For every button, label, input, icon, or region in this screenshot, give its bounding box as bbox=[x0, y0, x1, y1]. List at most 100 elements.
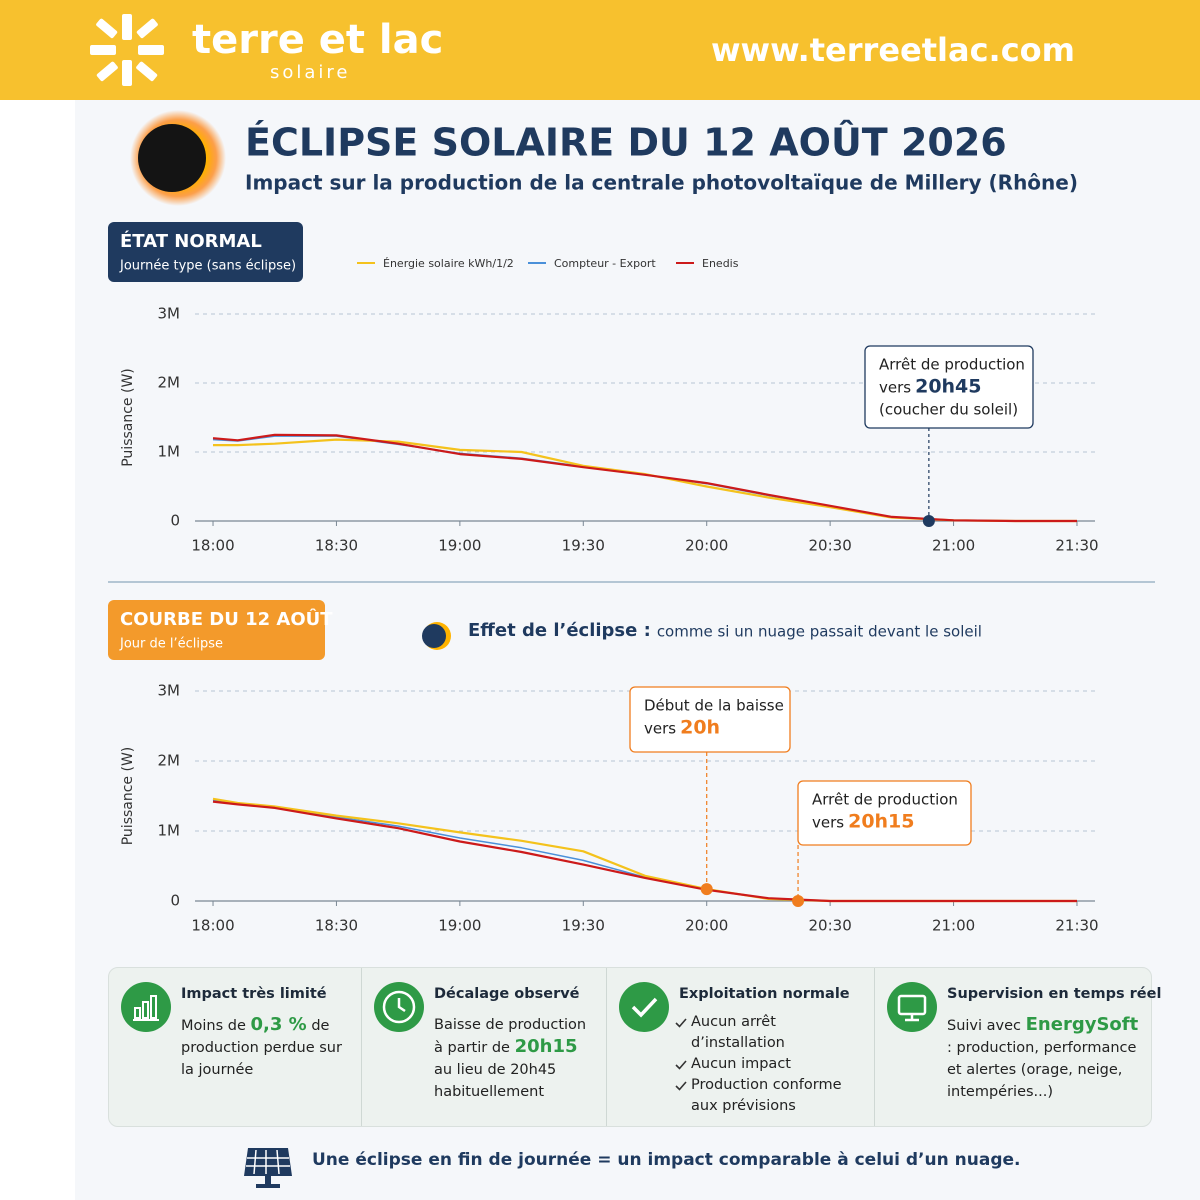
badge-subtitle: Journée type (sans éclipse) bbox=[119, 259, 296, 274]
check-icon bbox=[675, 1018, 687, 1028]
x-tick-label: 21:00 bbox=[932, 917, 975, 935]
title: ÉCLIPSE SOLAIRE DU 12 AOÛT 2026 bbox=[245, 121, 1007, 165]
card-item: Aucun arrêt d’installation bbox=[675, 1012, 869, 1054]
card-text: Aucun arrêt d’installation Aucun impact Pr… bbox=[675, 1012, 869, 1117]
note-label: Effet de l’éclipse : bbox=[468, 620, 651, 641]
check-icon bbox=[675, 1060, 687, 1070]
card-text: Baisse de production à partir de 20h15 a… bbox=[434, 1014, 595, 1103]
y-tick-label: 0 bbox=[170, 512, 180, 530]
url: www.terreetlac.com bbox=[711, 31, 1075, 69]
x-tick-label: 19:30 bbox=[562, 917, 605, 935]
x-tick-label: 21:00 bbox=[932, 537, 975, 555]
x-tick-label: 20:00 bbox=[685, 537, 728, 555]
y-axis-label: Puissance (W) bbox=[120, 368, 136, 467]
card-text-after: : production, performance et alertes (or… bbox=[947, 1040, 1137, 1100]
annotation-title: Arrêt de production bbox=[812, 791, 958, 809]
card-title: Impact très limité bbox=[181, 986, 327, 1002]
note-icon bbox=[422, 624, 446, 648]
y-tick-label: 1M bbox=[158, 822, 181, 840]
card-item: Aucun impact bbox=[675, 1054, 869, 1075]
x-tick-label: 20:30 bbox=[809, 537, 852, 555]
brand: terre et lac bbox=[192, 17, 443, 63]
y-tick-label: 2M bbox=[158, 752, 181, 770]
annotation-title: Arrêt de production bbox=[879, 356, 1025, 374]
card-text-after: de production perdue sur la journée bbox=[181, 1018, 342, 1078]
card-icon bbox=[374, 982, 424, 1032]
card-item: Production conforme aux prévisions bbox=[675, 1075, 869, 1117]
legend-label: Enedis bbox=[702, 257, 739, 270]
badge bbox=[108, 600, 325, 660]
brand-sub: solaire bbox=[270, 62, 351, 83]
card-title: Supervision en temps réel bbox=[947, 986, 1162, 1002]
card: Exploitation normale Aucun arrêt d’instal… bbox=[606, 968, 874, 1126]
series-line bbox=[212, 800, 1077, 903]
series-line bbox=[212, 433, 1077, 523]
card: Supervision en temps réel Suivi avec Ener… bbox=[874, 968, 1161, 1126]
y-tick-label: 3M bbox=[158, 682, 181, 700]
card-highlight: 20h15 bbox=[514, 1036, 578, 1057]
x-tick-label: 18:00 bbox=[191, 917, 234, 935]
check-icon bbox=[675, 1081, 687, 1091]
x-tick-label: 20:00 bbox=[685, 917, 728, 935]
badge-title: COURBE DU 12 AOÛT bbox=[120, 608, 333, 630]
card-icon bbox=[887, 982, 937, 1032]
card-text-after: au lieu de 20h45 habituellement bbox=[434, 1062, 557, 1100]
annotation-marker bbox=[792, 895, 805, 907]
card-highlight: EnergySoft bbox=[1025, 1014, 1139, 1035]
x-tick-label: 18:00 bbox=[191, 537, 234, 555]
x-tick-label: 21:30 bbox=[1055, 917, 1098, 935]
card-title: Décalage observé bbox=[434, 986, 580, 1002]
y-tick-label: 1M bbox=[158, 443, 181, 461]
card-text: Suivi avec EnergySoft : production, perf… bbox=[947, 1014, 1142, 1103]
annotation-marker bbox=[700, 883, 713, 896]
annotation-box bbox=[864, 345, 1034, 429]
y-tick-label: 2M bbox=[158, 374, 181, 392]
annotation-note: (coucher du soleil) bbox=[879, 401, 1018, 419]
badge bbox=[108, 222, 303, 282]
card-icon-glyph bbox=[382, 990, 416, 1024]
annotation-title: Début de la baisse bbox=[644, 697, 784, 715]
annotation-prefix: vers bbox=[644, 720, 676, 738]
card-icon-glyph bbox=[631, 997, 658, 1018]
card-icon-glyph bbox=[133, 995, 159, 1021]
badge-subtitle: Jour de l’éclipse bbox=[119, 637, 223, 652]
note-text: comme si un nuage passait devant le sole… bbox=[657, 623, 982, 641]
y-axis-label: Puissance (W) bbox=[120, 747, 136, 846]
cards: Impact très limité Moins de 0,3 % de prod… bbox=[108, 967, 1161, 1127]
card: Décalage observé Baisse de production à p… bbox=[361, 968, 606, 1126]
header-band bbox=[0, 0, 1200, 100]
card-text-before: Moins de bbox=[181, 1018, 246, 1034]
card-item-text: Aucun arrêt d’installation bbox=[691, 1014, 785, 1051]
annotation-marker bbox=[922, 515, 935, 527]
card-icon bbox=[619, 982, 669, 1032]
x-tick-label: 19:00 bbox=[438, 537, 481, 555]
eclipse-moon bbox=[138, 124, 206, 192]
card-text: Moins de 0,3 % de production perdue sur … bbox=[181, 1014, 349, 1081]
annotation-prefix: vers bbox=[812, 814, 844, 832]
card-title: Exploitation normale bbox=[679, 986, 850, 1002]
annotation-time: 20h15 bbox=[848, 811, 914, 833]
card-item-text: Aucun impact bbox=[691, 1056, 791, 1072]
annotation-prefix: vers bbox=[879, 379, 911, 397]
badge-title: ÉTAT NORMAL bbox=[120, 230, 262, 252]
footer: Une éclipse en fin de journée = un impac… bbox=[312, 1150, 1020, 1170]
x-tick-label: 18:30 bbox=[315, 537, 358, 555]
annotation-box bbox=[629, 686, 791, 753]
subtitle: Impact sur la production de la centrale … bbox=[245, 171, 1078, 195]
logo-icon bbox=[90, 14, 164, 86]
x-tick-label: 18:30 bbox=[315, 917, 358, 935]
card-highlight: 0,3 % bbox=[250, 1014, 307, 1035]
card-icon bbox=[121, 982, 171, 1032]
x-tick-label: 19:30 bbox=[562, 537, 605, 555]
card-text-before: Suivi avec bbox=[947, 1018, 1022, 1034]
card-text-before: Baisse de production à partir de bbox=[434, 1017, 587, 1056]
legend-label: Compteur - Export bbox=[554, 257, 656, 270]
y-tick-label: 0 bbox=[170, 892, 180, 910]
card-icon-glyph bbox=[897, 994, 927, 1022]
x-tick-label: 19:00 bbox=[438, 917, 481, 935]
annotation-box bbox=[797, 780, 972, 846]
annotation-time: 20h45 bbox=[915, 376, 981, 398]
